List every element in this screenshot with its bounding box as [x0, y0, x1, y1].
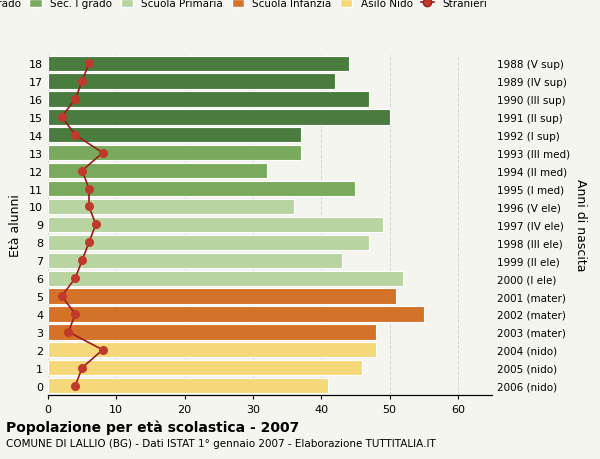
Y-axis label: Anni di nascita: Anni di nascita [574, 179, 587, 271]
Point [84, 185, 94, 193]
Bar [48, 342, 376, 358]
Point [84, 239, 94, 246]
Point [71, 311, 80, 318]
Bar [48, 271, 403, 286]
Bar [48, 74, 335, 90]
Point [57, 114, 67, 121]
Y-axis label: Età alunni: Età alunni [9, 194, 22, 256]
Bar [48, 110, 389, 125]
Bar [48, 360, 362, 375]
Bar [48, 289, 397, 304]
Point [98, 347, 107, 354]
Point [71, 132, 80, 139]
Point [57, 293, 67, 300]
Point [71, 275, 80, 282]
Bar [48, 378, 328, 393]
Bar [48, 235, 369, 251]
Point [77, 168, 87, 175]
Text: COMUNE DI LALLIO (BG) - Dati ISTAT 1° gennaio 2007 - Elaborazione TUTTITALIA.IT: COMUNE DI LALLIO (BG) - Dati ISTAT 1° ge… [6, 438, 436, 448]
Legend: Sec. II grado, Sec. I grado, Scuola Primaria, Scuola Infanzia, Asilo Nido, Stran: Sec. II grado, Sec. I grado, Scuola Prim… [0, 0, 487, 9]
Point [71, 382, 80, 390]
Point [91, 221, 101, 229]
Point [71, 96, 80, 103]
Bar [48, 56, 349, 72]
Point [77, 364, 87, 372]
Bar [48, 182, 355, 197]
Bar [48, 307, 424, 322]
Point [84, 203, 94, 211]
Point [77, 257, 87, 264]
Bar [48, 146, 301, 161]
Point [64, 329, 73, 336]
Bar [48, 325, 376, 340]
Bar [48, 253, 342, 268]
Point [98, 150, 107, 157]
Bar [48, 92, 369, 107]
Bar [48, 164, 266, 179]
Bar [48, 128, 301, 143]
Point [84, 60, 94, 67]
Bar [48, 199, 294, 215]
Text: Popolazione per età scolastica - 2007: Popolazione per età scolastica - 2007 [6, 420, 299, 435]
Bar [48, 217, 383, 233]
Point [77, 78, 87, 85]
